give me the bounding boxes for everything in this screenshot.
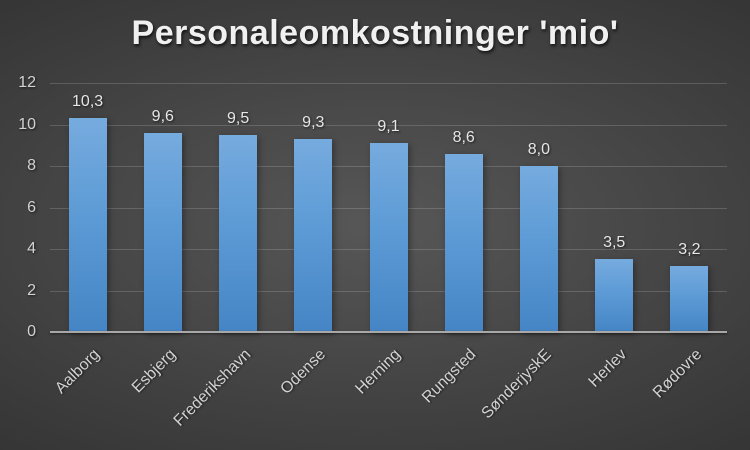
x-axis-category-label: Esbjerg <box>128 346 179 397</box>
x-axis-category-label: Odense <box>277 346 330 398</box>
bar <box>369 143 408 332</box>
x-axis-category-label: Rungsted <box>419 346 480 407</box>
bar-value-label: 10,3 <box>72 93 104 111</box>
x-axis-category-label: Herning <box>352 346 405 398</box>
y-axis-tick-label: 12 <box>18 74 36 91</box>
y-axis-tick-label: 4 <box>27 240 36 257</box>
bar <box>68 118 107 332</box>
gridline <box>50 124 727 126</box>
x-axis-category-label: Aalborg <box>52 346 104 398</box>
y-axis-tick-label: 0 <box>27 323 36 340</box>
bar <box>595 259 634 332</box>
bar <box>143 132 182 332</box>
y-axis-tick-label: 2 <box>27 281 36 299</box>
bar <box>294 139 333 332</box>
x-axis-category-label: Frederikshavn <box>170 346 255 430</box>
bar <box>444 153 483 332</box>
bar-value-label: 8,6 <box>452 128 475 146</box>
bar <box>670 265 709 332</box>
y-axis-tick-label: 6 <box>27 198 36 216</box>
bar <box>519 166 558 332</box>
bar-value-label: 8,0 <box>527 141 551 158</box>
bar-value-label: 9,6 <box>151 107 174 125</box>
x-axis-category-label: Rødovre <box>650 346 706 402</box>
bar-value-label: 9,3 <box>302 114 325 131</box>
bar-value-label: 9,5 <box>226 109 250 127</box>
x-axis-line <box>50 331 727 333</box>
bar-value-label: 9,1 <box>377 118 400 136</box>
y-axis-tick-label: 8 <box>27 157 36 174</box>
gridline <box>50 83 727 84</box>
x-axis-category-label: SønderjyskE <box>478 346 555 423</box>
bar <box>219 134 258 332</box>
chart-title: Personaleomkostninger 'mio' <box>131 14 619 52</box>
bar-value-label: 3,5 <box>603 234 626 252</box>
x-axis-category-label: Herlev <box>585 346 631 391</box>
bar-value-label: 3,2 <box>678 240 701 258</box>
y-axis-tick-label: 10 <box>18 115 36 133</box>
